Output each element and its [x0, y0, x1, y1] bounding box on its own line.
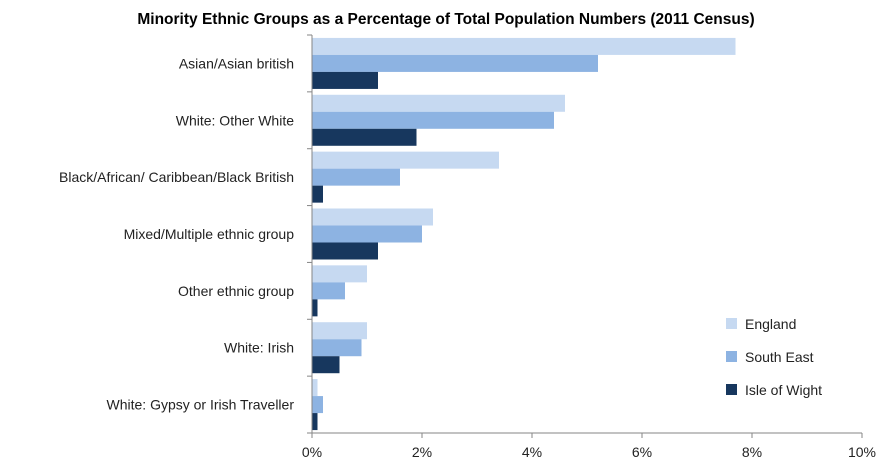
bar-mixed-multiple-ethnic-group-isle-of-wight: [312, 242, 378, 260]
x-tick-label-8: 8%: [742, 444, 762, 460]
legend-label-south-east: South East: [745, 349, 814, 365]
legend-label-isle-of-wight: Isle of Wight: [745, 382, 822, 398]
bar-mixed-multiple-ethnic-group-south-east: [312, 225, 422, 243]
x-tick-label-10: 10%: [848, 444, 876, 460]
category-label-mixed-multiple-ethnic-group: Mixed/Multiple ethnic group: [124, 226, 295, 242]
bar-white-other-white-england: [312, 94, 565, 112]
bar-asian-asian-british-isle-of-wight: [312, 71, 378, 89]
legend-label-england: England: [745, 316, 796, 332]
bar-white-irish-south-east: [312, 339, 362, 357]
bar-white-irish-england: [312, 322, 367, 340]
category-label-white-gypsy-or-irish-traveller: White: Gypsy or Irish Traveller: [107, 397, 295, 413]
bar-asian-asian-british-england: [312, 37, 736, 55]
category-label-other-ethnic-group: Other ethnic group: [178, 283, 294, 299]
bar-white-gypsy-or-irish-traveller-isle-of-wight: [312, 413, 318, 431]
bar-other-ethnic-group-south-east: [312, 282, 345, 300]
bar-other-ethnic-group-isle-of-wight: [312, 299, 318, 317]
bar-other-ethnic-group-england: [312, 265, 367, 283]
bars-group: [312, 37, 736, 431]
x-tick-label-4: 4%: [522, 444, 542, 460]
category-label-white-other-white: White: Other White: [176, 112, 294, 128]
bar-white-irish-isle-of-wight: [312, 356, 340, 374]
bar-asian-asian-british-south-east: [312, 54, 598, 72]
legend-swatch-south-east: [726, 351, 737, 362]
bar-black-african-caribbean-black-british-england: [312, 151, 499, 169]
bar-mixed-multiple-ethnic-group-england: [312, 208, 433, 226]
category-label-asian-asian-british: Asian/Asian british: [179, 55, 294, 71]
x-tick-label-0: 0%: [302, 444, 322, 460]
bar-white-other-white-south-east: [312, 111, 554, 129]
x-tick-label-2: 2%: [412, 444, 432, 460]
x-axis: 0% 2% 4% 6% 8% 10%: [302, 34, 876, 460]
bar-white-gypsy-or-irish-traveller-south-east: [312, 396, 323, 414]
bar-black-african-caribbean-black-british-isle-of-wight: [312, 185, 323, 203]
legend-swatch-england: [726, 318, 737, 329]
bar-white-gypsy-or-irish-traveller-england: [312, 379, 318, 397]
category-label-white-irish: White: Irish: [224, 340, 294, 356]
bar-black-african-caribbean-black-british-south-east: [312, 168, 400, 186]
category-labels: Asian/Asian british White: Other White Bla…: [59, 55, 294, 412]
category-label-black-african-caribbean-black-british: Black/African/ Caribbean/Black British: [59, 169, 294, 185]
bar-white-other-white-isle-of-wight: [312, 128, 417, 146]
chart-title: Minority Ethnic Groups as a Percentage o…: [137, 11, 754, 28]
x-tick-label-6: 6%: [632, 444, 652, 460]
legend: England South East Isle of Wight: [726, 316, 822, 398]
legend-swatch-isle-of-wight: [726, 384, 737, 395]
